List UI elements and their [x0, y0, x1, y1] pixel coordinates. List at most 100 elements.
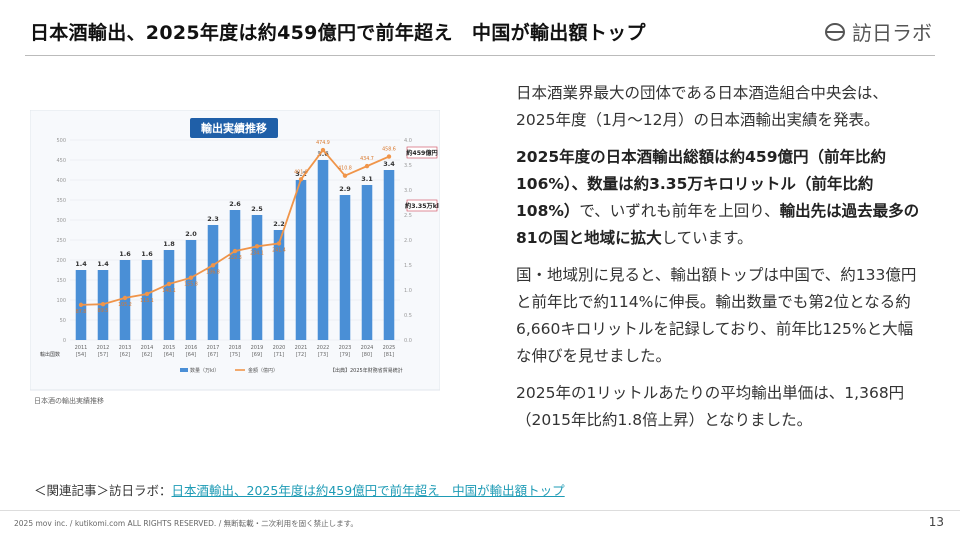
y-left-tick-label: 50 [60, 318, 66, 324]
legend-amt-label: 金額（億円） [248, 367, 278, 374]
x-tick-label: 2019 [251, 345, 264, 351]
y-right-tick-label: 1.5 [404, 263, 412, 269]
bar [361, 185, 373, 340]
amount-point [144, 291, 150, 297]
amount-point [78, 302, 84, 308]
amount-point [166, 281, 172, 287]
legend-qty-label: 数量（万kl） [190, 367, 219, 374]
bar [251, 215, 263, 340]
chart-title-badge [190, 118, 278, 138]
callout-amount-box [406, 146, 438, 159]
amount-value-label: 401.8 [294, 169, 308, 175]
amount-value-label: 434.7 [360, 156, 374, 162]
x-tick-label: 2018 [229, 345, 242, 351]
amount-point [232, 248, 238, 254]
y-left-tick-label: 500 [56, 138, 66, 144]
country-count-label: [71] [274, 352, 284, 358]
amount-value-label: 234.1 [250, 250, 264, 256]
x-tick-label: 2023 [339, 345, 352, 351]
bar [273, 230, 285, 340]
y-left-tick-label: 150 [56, 278, 66, 284]
summary-bold-1: 2025年度の日本酒輸出総額は約459億円（前年比約106%）、数量は約3.35… [516, 148, 886, 220]
x-tick-label: 2016 [185, 345, 198, 351]
bar-value-label: 2.5 [251, 205, 263, 213]
amount-point [122, 295, 128, 301]
bar [317, 160, 329, 340]
amount-point [276, 241, 282, 246]
bar-value-label: 3.2 [295, 170, 307, 178]
bar [229, 210, 241, 340]
y-left-tick-label: 0 [63, 338, 66, 344]
amount-value-label: 105.2 [118, 302, 132, 308]
related-prefix: ＜関連記事＞訪日ラボ： [34, 483, 172, 498]
x-tick-label: 2013 [119, 345, 132, 351]
amount-point [386, 154, 392, 159]
y-right-tick-label: 1.0 [404, 288, 412, 294]
amount-value-label: 186.8 [206, 269, 220, 275]
logo: 訪日ラボ [824, 17, 932, 46]
amount-point [254, 244, 260, 249]
bar-value-label: 2.9 [339, 185, 351, 193]
bar-value-label: 1.8 [163, 240, 175, 248]
callout-volume: 約3.35万kl [405, 202, 439, 210]
row-label: 輸出国数 [40, 351, 60, 358]
amount-value-label: 140.1 [162, 288, 176, 294]
bar-value-label: 1.4 [97, 260, 109, 268]
paragraph-unit-price: 2025年の1リットルあたりの平均輸出単価は、1,368円（2015年比約1.8… [516, 384, 905, 429]
amount-value-label: 410.8 [338, 166, 352, 172]
amount-value-label: 458.6 [382, 147, 396, 153]
chart-source: 【出典】2025年財務省貿易統計 [330, 367, 403, 374]
paragraph-summary: 2025年度の日本酒輸出総額は約459億円（前年比約106%）、数量は約3.35… [516, 144, 926, 252]
bar [207, 225, 219, 340]
x-tick-label: 2014 [141, 345, 154, 351]
amount-value-label: 222.3 [228, 255, 242, 261]
y-left-tick-label: 350 [56, 198, 66, 204]
amount-point [100, 302, 106, 307]
bar [295, 180, 307, 340]
bar [141, 260, 153, 340]
amount-point [298, 177, 304, 182]
related-article-link[interactable]: 日本酒輸出、2025年度は約459億円で前年超え 中国が輸出額トップ [171, 483, 565, 498]
country-count-label: [64] [186, 352, 196, 358]
y-right-tick-label: 3.5 [404, 163, 412, 169]
copyright: 2025 mov inc. / kutikomi.com ALL RIGHTS … [14, 519, 358, 528]
logo-text: 訪日ラボ [852, 21, 932, 45]
callout-volume-box [406, 199, 438, 212]
x-tick-label: 2012 [97, 345, 110, 351]
amount-value-label: 155.8 [184, 282, 198, 288]
bar [383, 170, 395, 340]
country-count-label: [57] [98, 352, 108, 358]
article-body: 日本酒業界最大の団体である日本酒造組合中央会は、2025年度（1月〜12月）の日… [516, 80, 926, 444]
x-tick-label: 2015 [163, 345, 176, 351]
country-count-label: [75] [230, 352, 240, 358]
page-number: 13 [928, 515, 944, 529]
bar-value-label: 1.6 [119, 250, 131, 258]
logo-icon [825, 22, 845, 41]
bar [339, 195, 351, 340]
callout-amount: 約459億円 [406, 149, 437, 157]
summary-mid: で、いずれも前年を上回り、 [579, 202, 780, 220]
amount-value-label: 115.1 [140, 298, 154, 304]
y-left-tick-label: 250 [56, 238, 66, 244]
bar-value-label: 1.6 [141, 250, 153, 258]
y-left-tick-label: 400 [56, 178, 66, 184]
summary-bold-2: 輸出先は過去最多の81の国と地域に拡大 [516, 202, 920, 247]
country-count-label: [54] [76, 352, 86, 358]
y-right-tick-label: 4.0 [404, 138, 412, 144]
y-right-tick-label: 2.5 [404, 213, 412, 219]
amount-value-label: 89.5 [98, 308, 109, 314]
page-title: 日本酒輸出、2025年度は約459億円で前年超え 中国が輸出額トップ [30, 22, 646, 44]
summary-end: しています。 [661, 229, 753, 247]
country-count-label: [72] [296, 352, 306, 358]
x-tick-label: 2011 [75, 345, 88, 351]
y-left-tick-label: 300 [56, 218, 66, 224]
country-count-label: [79] [340, 352, 350, 358]
bar-value-label: 3.4 [383, 160, 395, 168]
bar-value-label: 2.3 [207, 215, 219, 223]
x-tick-label: 2020 [273, 345, 286, 351]
paragraph-regions: 国・地域別に見ると、輸出額トップは中国で、約133億円と前年比で約114%に伸長… [516, 266, 917, 365]
y-left-tick-label: 200 [56, 258, 66, 264]
country-count-label: [73] [318, 352, 328, 358]
bar [163, 250, 175, 340]
y-right-tick-label: 0.0 [404, 338, 412, 344]
